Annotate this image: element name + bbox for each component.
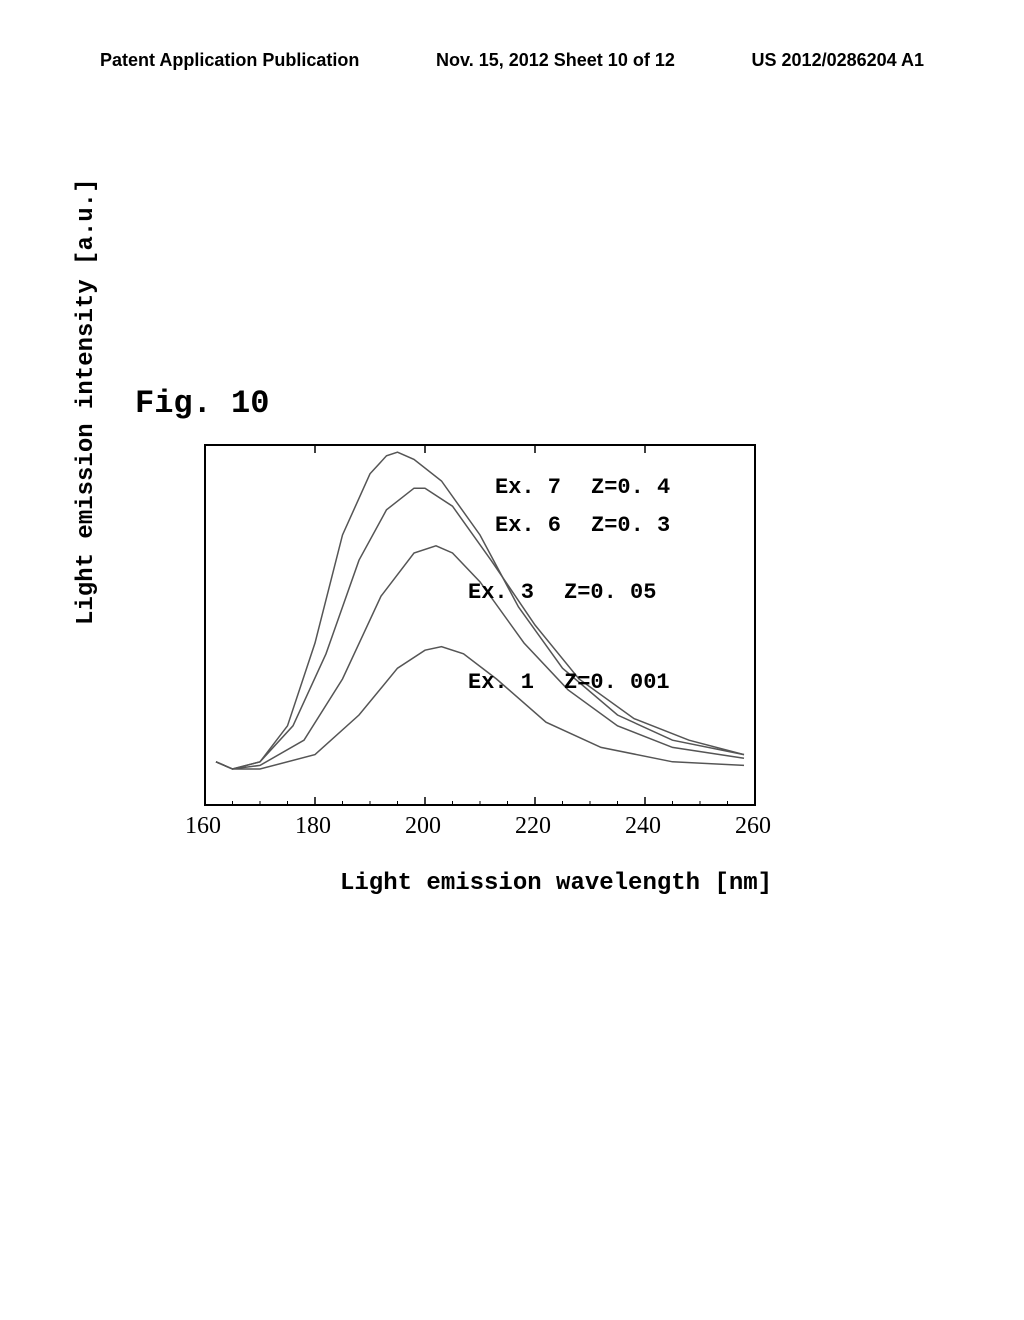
y-axis-label: Light emission intensity [a.u.] [73,179,100,625]
curve-ex-label: Ex. 3 [468,580,534,605]
curve-ex-label: Ex. 1 [468,670,534,695]
curve-label-ex6: Ex. 6 Z=0. 3 [495,513,670,538]
header-center: Nov. 15, 2012 Sheet 10 of 12 [436,50,675,71]
header-right: US 2012/0286204 A1 [752,50,924,71]
x-tick-label: 220 [515,813,551,840]
x-tick-label: 200 [405,813,441,840]
figure-label: Fig. 10 [135,385,269,422]
page-header: Patent Application Publication Nov. 15, … [0,50,1024,71]
curve-z-label: Z=0. 001 [564,670,670,695]
x-axis-label: Light emission wavelength [nm] [340,870,772,897]
curve-label-ex7: Ex. 7 Z=0. 4 [495,475,670,500]
curve-ex1 [216,647,744,769]
curve-label-ex3: Ex. 3 Z=0. 05 [468,580,656,605]
chart-container [135,435,775,855]
x-tick-label: 180 [295,813,331,840]
curve-z-label: Z=0. 3 [591,513,670,538]
x-tick-label: 240 [625,813,661,840]
emission-chart [135,435,775,855]
x-tick-label: 160 [185,813,221,840]
x-tick-label: 260 [735,813,771,840]
curve-ex-label: Ex. 6 [495,513,561,538]
curve-label-ex1: Ex. 1 Z=0. 001 [468,670,670,695]
curve-ex-label: Ex. 7 [495,475,561,500]
header-left: Patent Application Publication [100,50,359,71]
curve-z-label: Z=0. 05 [564,580,656,605]
curve-z-label: Z=0. 4 [591,475,670,500]
